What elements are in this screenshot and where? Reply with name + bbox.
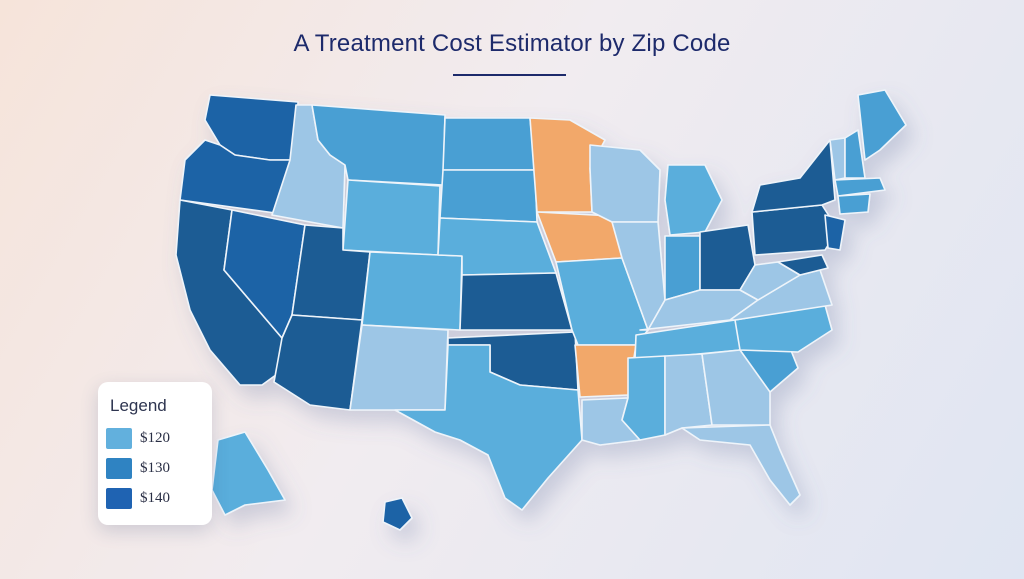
legend-label: $130 bbox=[140, 460, 170, 476]
state-ND[interactable] bbox=[442, 117, 536, 171]
state-NJ[interactable] bbox=[824, 214, 846, 251]
state-NY[interactable] bbox=[751, 139, 836, 213]
legend-title: Legend bbox=[110, 396, 167, 415]
legend-swatch bbox=[106, 488, 132, 509]
legend-label: $140 bbox=[140, 490, 170, 506]
state-NM[interactable] bbox=[349, 324, 449, 411]
state-MD[interactable] bbox=[777, 254, 829, 276]
legend-panel: Legend $120 $130 $140 bbox=[98, 382, 212, 525]
state-PA[interactable] bbox=[751, 204, 839, 256]
state-SD[interactable] bbox=[439, 169, 538, 223]
state-WY[interactable] bbox=[342, 179, 441, 256]
state-AZ[interactable] bbox=[273, 314, 363, 411]
page-title: A Treatment Cost Estimator by Zip Code bbox=[293, 30, 731, 57]
legend-label: $120 bbox=[140, 430, 170, 446]
state-WI[interactable] bbox=[589, 144, 661, 223]
state-MS[interactable] bbox=[621, 355, 666, 441]
state-MA[interactable] bbox=[834, 177, 886, 197]
legend-item: $130 bbox=[106, 458, 206, 480]
title-underline bbox=[453, 74, 566, 76]
legend-item: $140 bbox=[106, 488, 206, 510]
legend-item: $120 bbox=[106, 428, 206, 450]
state-MI[interactable] bbox=[664, 164, 723, 236]
legend-swatch bbox=[106, 458, 132, 479]
state-HI[interactable] bbox=[382, 497, 413, 531]
state-AR[interactable] bbox=[574, 344, 637, 398]
state-TX[interactable] bbox=[394, 344, 583, 511]
state-CO[interactable] bbox=[361, 251, 463, 331]
state-AL[interactable] bbox=[664, 353, 713, 436]
state-KS[interactable] bbox=[459, 272, 573, 331]
state-IN[interactable] bbox=[664, 235, 701, 301]
state-CT[interactable] bbox=[837, 193, 871, 215]
state-FL[interactable] bbox=[681, 424, 801, 506]
state-ME[interactable] bbox=[857, 89, 907, 161]
state-AK[interactable] bbox=[211, 431, 286, 516]
legend-swatch bbox=[106, 428, 132, 449]
